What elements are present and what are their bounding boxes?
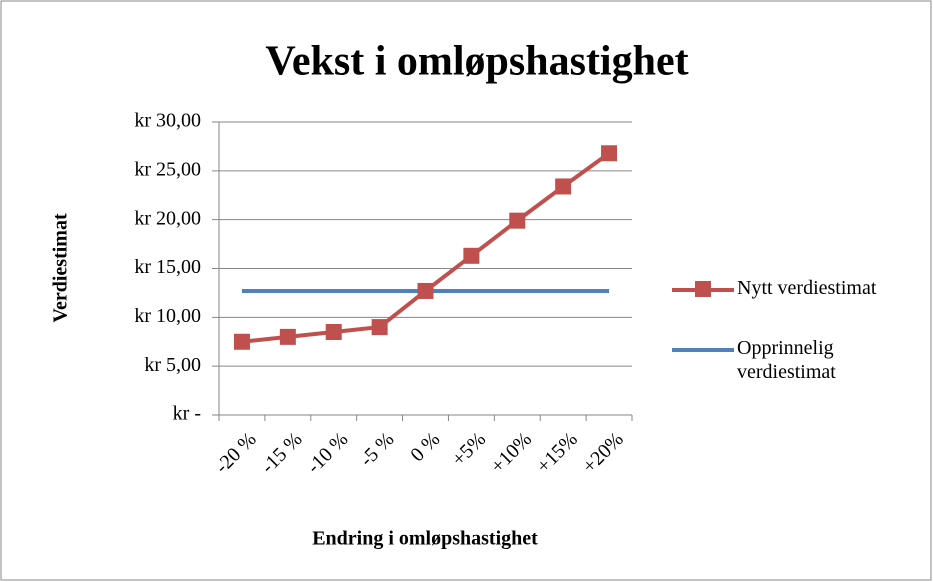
marker bbox=[417, 282, 434, 299]
legend-swatch bbox=[672, 348, 734, 352]
y-tick-label: kr 15,00 bbox=[134, 256, 201, 278]
y-tick-label: kr 10,00 bbox=[134, 305, 201, 327]
marker bbox=[601, 145, 618, 162]
y-tick-label: kr 20,00 bbox=[134, 207, 201, 229]
chart-title: Vekst i omløpshastighet bbox=[265, 39, 688, 85]
legend-label: Opprinnelig verdiestimat bbox=[737, 337, 836, 383]
y-axis-label: Verdiestimat bbox=[50, 213, 72, 323]
x-axis-label: Endring i omløpshastighet bbox=[312, 528, 538, 550]
y-tick-label: kr 30,00 bbox=[134, 110, 201, 132]
legend-entry: Nytt verdiestimat bbox=[672, 276, 902, 300]
marker bbox=[279, 328, 296, 345]
marker bbox=[371, 319, 388, 336]
y-tick-label: kr 25,00 bbox=[134, 158, 201, 180]
marker bbox=[555, 178, 572, 195]
y-tick-label: kr - bbox=[173, 403, 201, 425]
marker bbox=[509, 212, 526, 229]
marker bbox=[233, 333, 250, 350]
marker bbox=[463, 247, 480, 264]
y-tick-label: kr 5,00 bbox=[144, 354, 201, 376]
legend-marker bbox=[695, 281, 711, 297]
marker bbox=[325, 323, 342, 340]
legend-entry: Opprinnelig verdiestimat bbox=[672, 336, 902, 384]
legend: Nytt verdiestimat Opprinnelig verdiestima… bbox=[672, 276, 902, 420]
legend-label: Nytt verdiestimat bbox=[737, 277, 877, 299]
